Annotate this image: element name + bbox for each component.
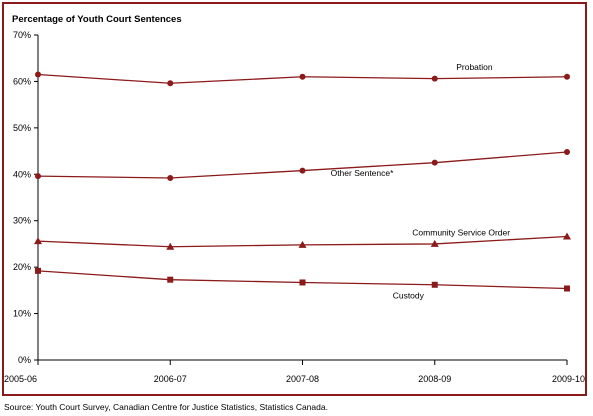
series-line xyxy=(37,151,568,179)
data-point xyxy=(299,279,306,286)
y-tick-label: 10% xyxy=(13,309,31,319)
data-point xyxy=(299,73,306,80)
x-tick-label: 2007-08 xyxy=(286,374,319,384)
y-tick-label: 40% xyxy=(13,169,31,179)
series-label: Custody xyxy=(393,290,425,300)
line-chart: 0% 10% 20% 30% 40% 50% 60% 70% 2005-06 2006-07 200… xyxy=(4,30,585,384)
data-point xyxy=(431,159,438,166)
x-tick-label: 2008-09 xyxy=(418,374,451,384)
y-tick-label: 30% xyxy=(13,216,31,226)
data-point xyxy=(167,276,174,283)
y-tick-label: 60% xyxy=(13,76,31,86)
series-label: Other Sentence* xyxy=(331,168,395,178)
data-point xyxy=(166,242,175,250)
data-point xyxy=(298,240,307,248)
data-point xyxy=(299,167,306,174)
data-point xyxy=(35,71,41,78)
x-tick-label: 2009-10 xyxy=(552,374,585,384)
data-point xyxy=(35,173,41,180)
source-note: Source: Youth Court Survey, Canadian Cen… xyxy=(4,402,328,412)
data-point xyxy=(430,239,439,247)
data-point xyxy=(167,175,174,181)
data-point xyxy=(564,149,570,155)
data-point xyxy=(431,281,438,288)
data-point xyxy=(564,73,570,80)
chart-frame: Percentage of Youth Court Sentences xyxy=(2,2,587,396)
data-point xyxy=(34,237,42,245)
series-label: Probation xyxy=(456,62,493,72)
chart-title: Percentage of Youth Court Sentences xyxy=(12,14,182,25)
data-point xyxy=(35,267,41,274)
series-label: Community Service Order xyxy=(412,227,510,237)
data-point xyxy=(431,75,438,82)
y-tick-label: 0% xyxy=(18,355,31,365)
y-tick-label: 70% xyxy=(13,30,31,40)
x-tick-label: 2006-07 xyxy=(154,374,187,384)
data-point xyxy=(167,80,174,87)
y-tick-label: 50% xyxy=(13,123,31,133)
data-point xyxy=(563,232,571,240)
y-tick-label: 20% xyxy=(13,262,31,272)
data-point xyxy=(564,285,570,292)
x-tick-label: 2005-06 xyxy=(4,374,37,384)
